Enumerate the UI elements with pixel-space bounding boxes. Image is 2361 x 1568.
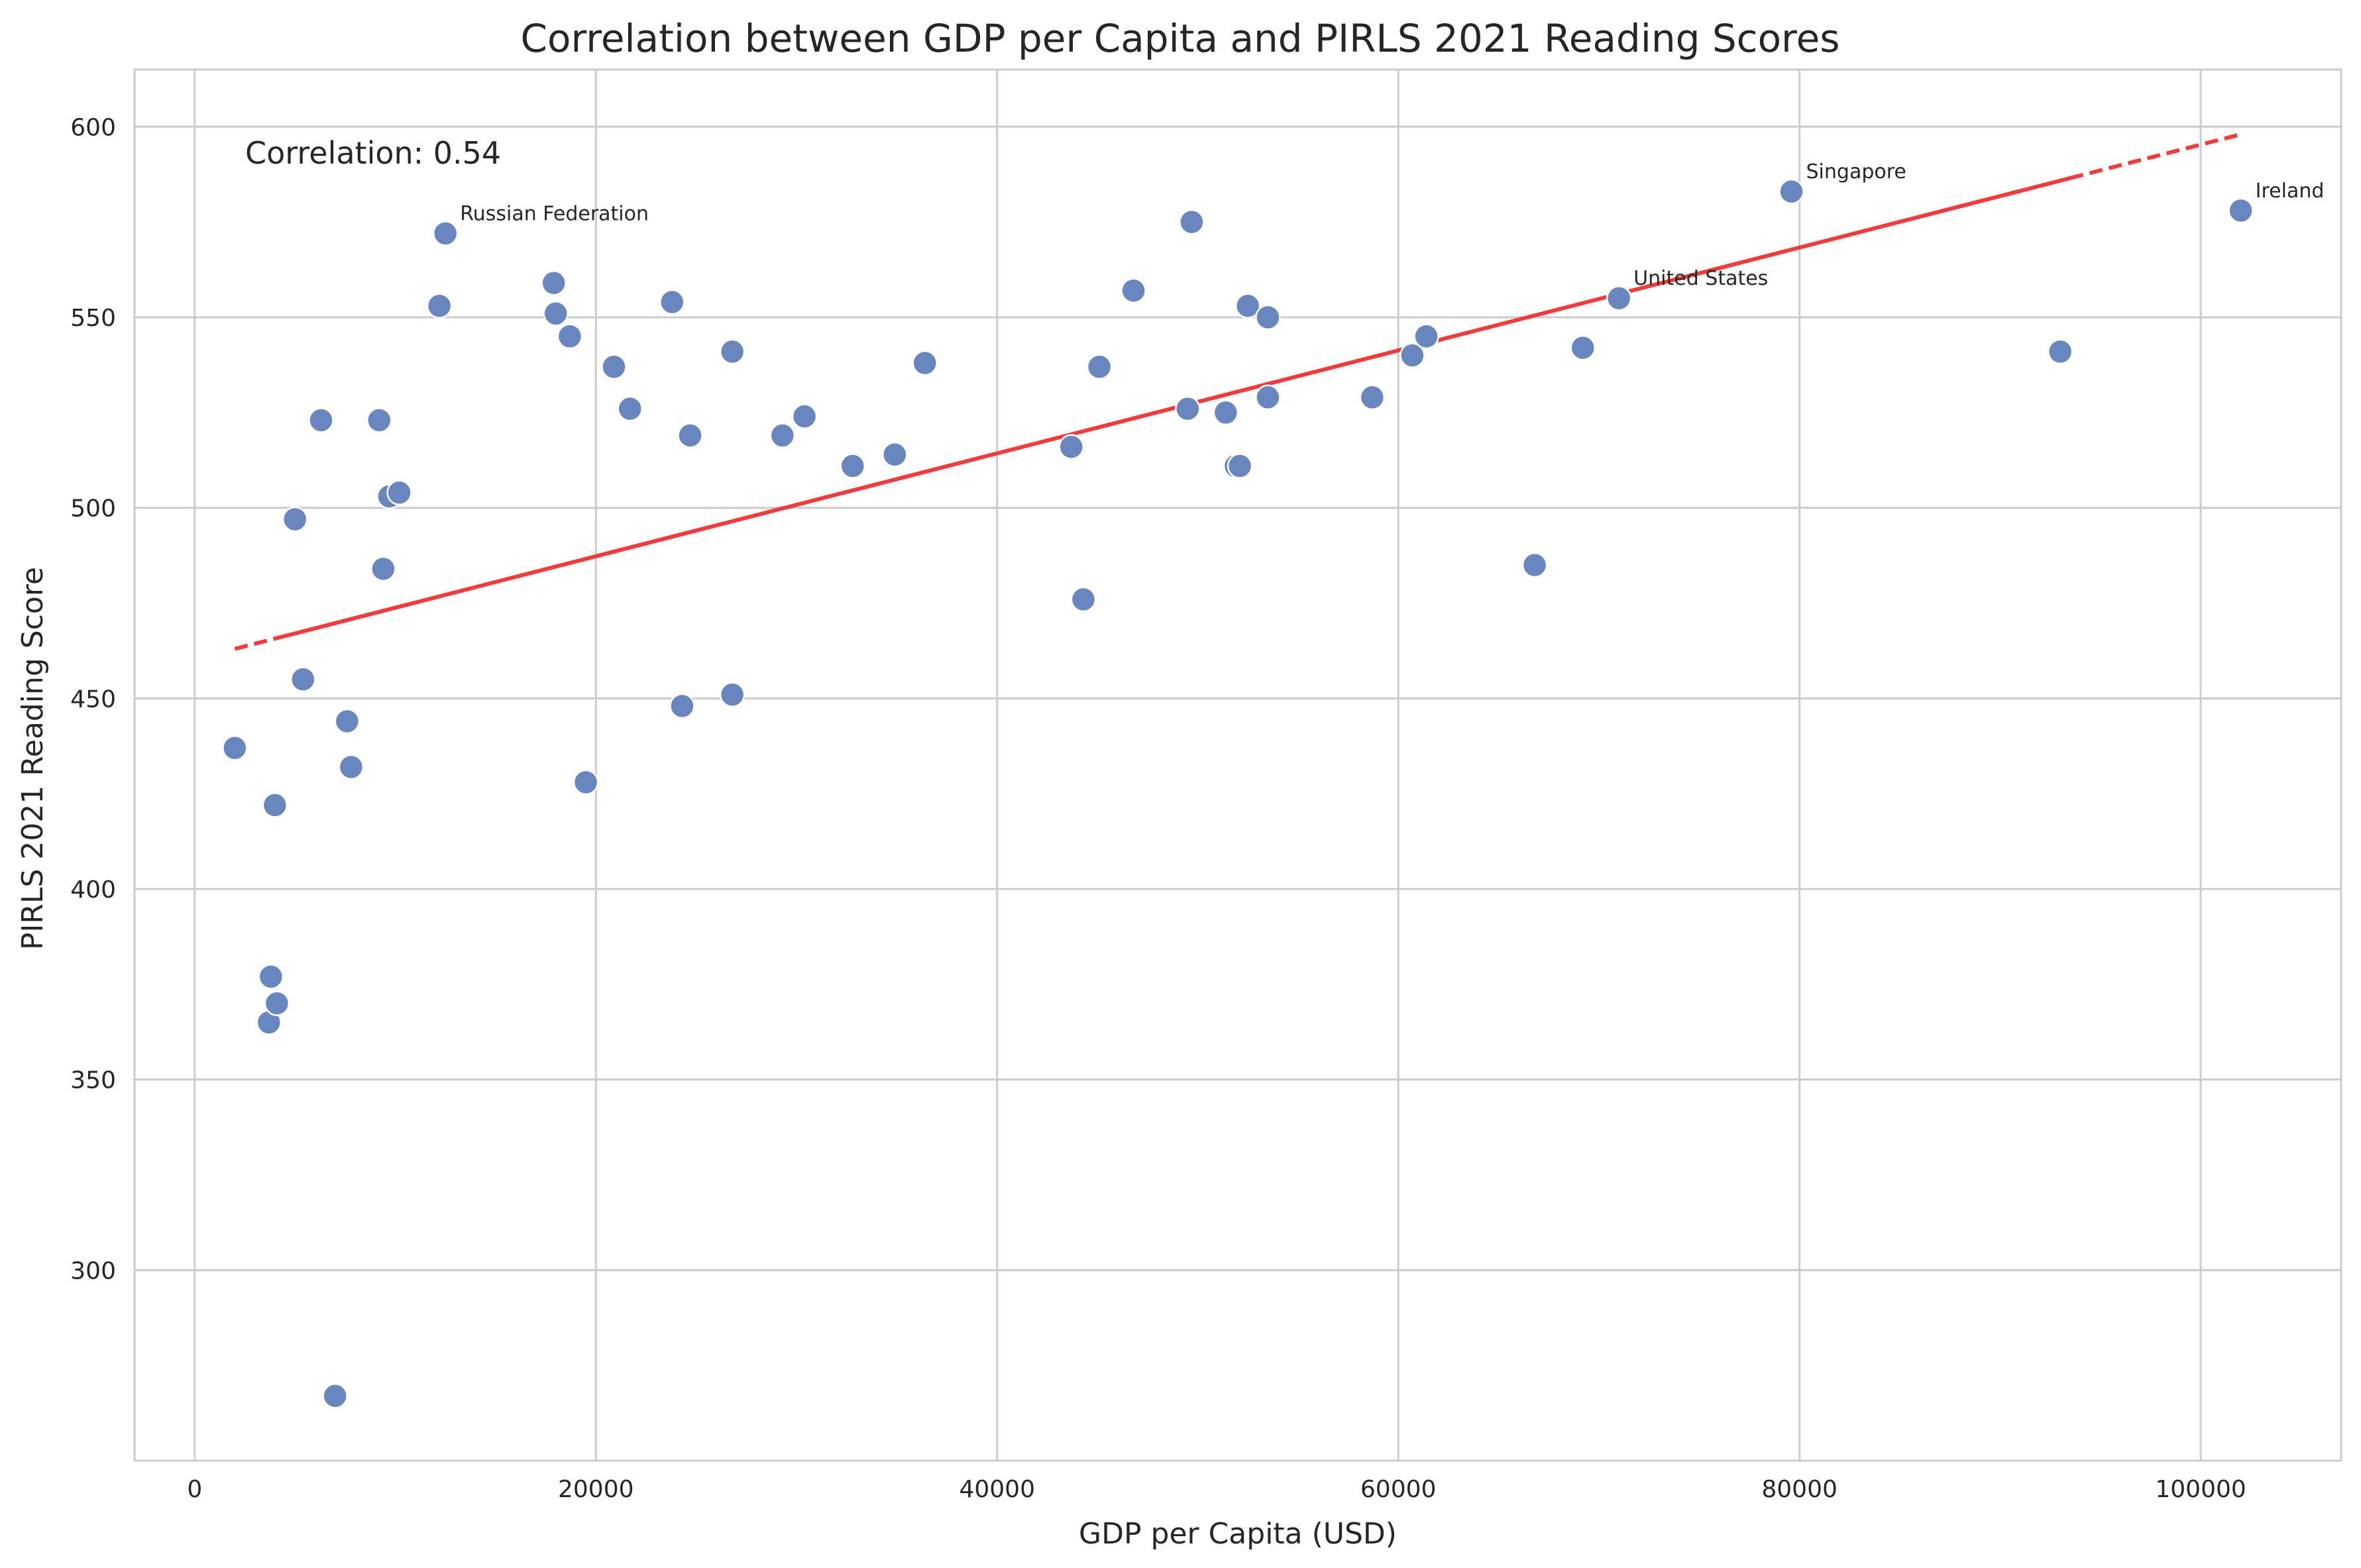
data-point: [573, 769, 599, 796]
data-point: [1235, 293, 1261, 319]
data-point: [1606, 285, 1632, 311]
data-point: [840, 453, 866, 479]
data-point: [769, 423, 796, 448]
y-axis-label: PIRLS 2021 Reading Score: [16, 567, 50, 950]
data-point: [541, 270, 567, 296]
data-point: [677, 423, 703, 448]
data-point: [222, 735, 248, 761]
data-point: [543, 300, 569, 327]
data-point: [290, 666, 316, 692]
data-point: [1779, 178, 1804, 205]
data-point: [1255, 304, 1281, 331]
data-point: [370, 556, 396, 582]
data-point: [262, 792, 288, 818]
data-points: [222, 178, 2254, 1409]
data-point: [2047, 339, 2073, 365]
y-tick-label: 600: [70, 114, 116, 141]
data-point: [2228, 197, 2254, 224]
data-point: [322, 1383, 348, 1409]
data-point: [1227, 453, 1253, 479]
data-point: [338, 754, 364, 780]
x-tick-label: 80000: [1761, 1476, 1838, 1503]
data-point: [1255, 384, 1281, 411]
trend-line: [234, 132, 2242, 651]
data-point: [386, 480, 412, 505]
y-axis-ticks: 300 350 400 450 500 550 600: [70, 114, 116, 1284]
data-point: [912, 350, 938, 376]
x-tick-label: 20000: [558, 1476, 634, 1503]
data-point: [791, 403, 818, 429]
trend-line-segment: [274, 176, 2071, 641]
y-tick-label: 450: [70, 686, 116, 713]
x-tick-label: 100000: [2155, 1476, 2246, 1503]
data-point: [601, 354, 627, 380]
data-point: [617, 395, 643, 422]
data-point: [432, 221, 459, 246]
data-point: [1359, 384, 1386, 411]
data-point: [669, 693, 695, 719]
point-annotation: Singapore: [1806, 160, 1906, 183]
data-point: [719, 682, 745, 707]
data-point: [426, 293, 453, 319]
y-tick-label: 400: [70, 876, 116, 904]
data-point: [659, 289, 685, 315]
data-point: [1570, 335, 1596, 361]
x-tick-label: 0: [187, 1476, 202, 1503]
data-point: [282, 506, 308, 533]
data-point: [264, 990, 290, 1016]
y-tick-label: 350: [70, 1067, 116, 1094]
trend-line-dashed-segment: [2069, 132, 2242, 180]
data-point: [557, 323, 583, 349]
y-tick-label: 500: [70, 496, 116, 523]
x-axis-label: GDP per Capita (USD): [1079, 1517, 1397, 1551]
data-point: [1413, 323, 1439, 349]
plot-frame: [133, 68, 2342, 1462]
data-point: [1175, 395, 1201, 422]
data-point: [1070, 586, 1097, 612]
data-point: [719, 339, 745, 365]
data-point: [882, 441, 908, 468]
annotations: Russian Federation Singapore United States…: [460, 160, 2324, 290]
point-annotation: Ireland: [2256, 180, 2325, 203]
data-point: [334, 708, 360, 735]
data-point: [1121, 278, 1146, 303]
data-point: [1521, 552, 1548, 578]
data-point: [1400, 342, 1425, 368]
correlation-text: Correlation: 0.54: [245, 135, 501, 171]
data-point: [366, 407, 392, 433]
x-tick-label: 60000: [1360, 1476, 1437, 1503]
data-point: [1058, 434, 1084, 460]
grid-lines: [135, 70, 2341, 1461]
data-point: [308, 407, 334, 433]
trend-line-dashed-segment: [234, 637, 276, 651]
data-point: [1179, 209, 1205, 235]
x-tick-label: 40000: [959, 1476, 1035, 1503]
data-point: [1086, 354, 1113, 380]
point-annotation: United States: [1633, 267, 1768, 290]
point-annotation: Russian Federation: [460, 202, 649, 225]
y-tick-label: 550: [70, 305, 116, 332]
chart-title: Correlation between GDP per Capita and P…: [520, 16, 1839, 61]
data-point: [1213, 399, 1239, 426]
y-tick-label: 300: [70, 1257, 116, 1284]
data-point: [258, 964, 284, 990]
x-axis-ticks: 0 20000 40000 60000 80000 100000: [187, 1476, 2246, 1503]
